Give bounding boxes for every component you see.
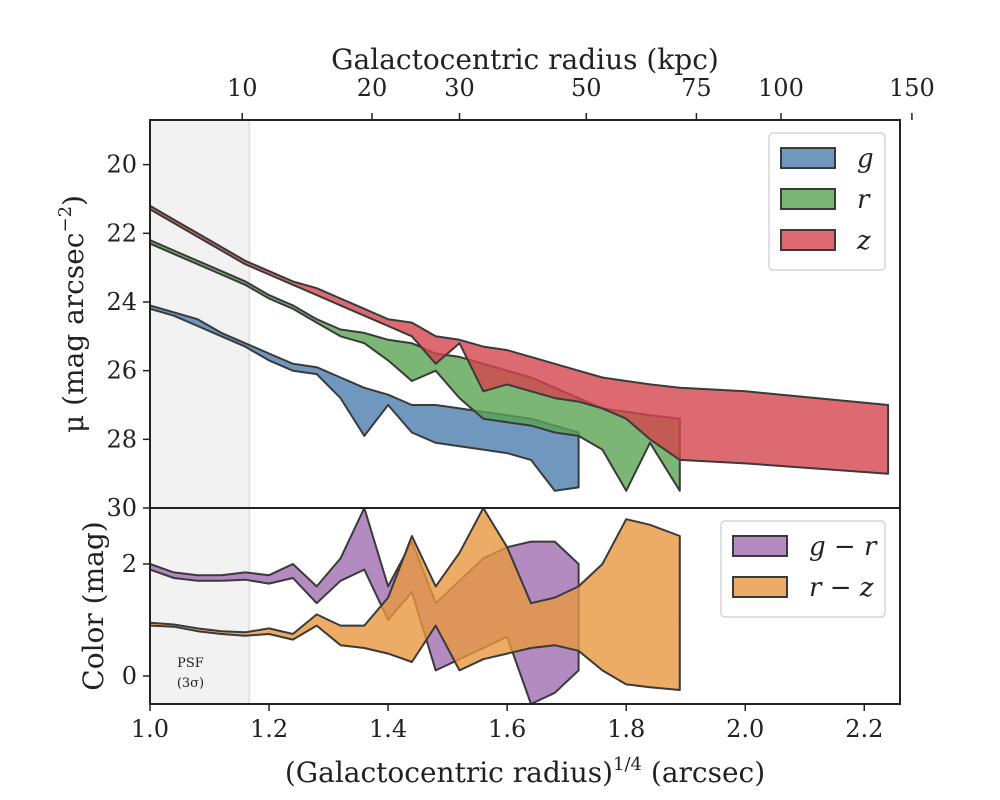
y-tick-label: 22	[106, 219, 137, 247]
y-tick-label: 0	[122, 662, 137, 690]
y-tick-label: 20	[106, 151, 137, 179]
y-axis-label-main: μ (mag arcsec	[57, 233, 90, 433]
legend-swatch	[780, 188, 836, 210]
y-axis-label-exponent: −2	[55, 206, 76, 233]
x-tick-label: 1.8	[607, 715, 645, 743]
legend-label: r − z	[809, 573, 874, 603]
legend-label-a: g	[809, 532, 826, 562]
axis-labels: Galactocentric radius (kpc) (Galactocentr…	[55, 43, 765, 789]
band-g	[149, 304, 580, 492]
legend-label-op: −	[821, 573, 859, 603]
x-tick-label: 2.2	[845, 715, 883, 743]
legend-surface-brightness: grz	[768, 132, 886, 271]
psf-sigma-label: (3σ)	[177, 676, 204, 691]
legend-label-b: r	[864, 532, 878, 562]
legend-label-b: z	[859, 573, 874, 603]
x-tick-label: 1.6	[488, 715, 526, 743]
band-r	[149, 239, 681, 492]
x-tick-label: 2.0	[726, 715, 764, 743]
x-axis-label-unit: (arcsec)	[642, 756, 765, 789]
x-tick-label: 1.0	[131, 715, 169, 743]
y-tick-label: 24	[106, 288, 137, 316]
top-x-tick-label: 10	[227, 74, 258, 102]
legend-label-a: r	[809, 573, 823, 603]
top-x-tick-label: 30	[444, 74, 475, 102]
legend-swatch	[780, 147, 836, 169]
x-axis-label-exponent: 1/4	[613, 754, 642, 775]
legend-swatch	[732, 535, 788, 557]
legend-label: r	[857, 185, 871, 215]
psf-shaded-region	[150, 120, 250, 704]
y-axis-label: μ (mag arcsec−2)	[55, 195, 90, 433]
y-tick-label: 28	[106, 425, 137, 453]
y-axis-label-close: )	[57, 195, 90, 206]
color-axis-label: Color (mag)	[77, 521, 110, 690]
x-tick-label: 1.2	[250, 715, 288, 743]
x-tick-label: 1.4	[369, 715, 407, 743]
legend-label-op: −	[826, 532, 864, 562]
top-x-tick-label: 20	[357, 74, 388, 102]
band-r−z	[149, 507, 681, 691]
top-x-tick-label: 150	[889, 74, 935, 102]
x-axis-label-main: (Galactocentric radius)	[285, 756, 613, 789]
top-x-tick-label: 100	[758, 74, 804, 102]
bottom-panel-frame	[149, 507, 901, 705]
legend-label: g − r	[809, 532, 878, 562]
top-x-axis-label: Galactocentric radius (kpc)	[331, 43, 719, 76]
y-tick-label: 30	[106, 494, 137, 522]
top-x-tick-label: 50	[571, 74, 602, 102]
legend-swatch	[732, 576, 788, 598]
color-panel: PSF(3σ)021.0 1.2 1.4 1.6 1.8 2.0 2.2g − rr − z	[122, 507, 901, 743]
y-tick-label: 26	[106, 357, 137, 385]
legend-swatch	[780, 229, 836, 251]
y-tick-label: 2	[122, 550, 137, 578]
legend-label: g	[857, 144, 874, 174]
x-axis-label: (Galactocentric radius)1/4 (arcsec)	[285, 754, 765, 789]
legend-label: z	[856, 226, 871, 256]
top-x-tick-label: 75	[681, 74, 712, 102]
psf-label: PSF	[177, 656, 204, 671]
legend-color: g − rr − z	[720, 520, 886, 618]
band-z	[149, 204, 890, 475]
